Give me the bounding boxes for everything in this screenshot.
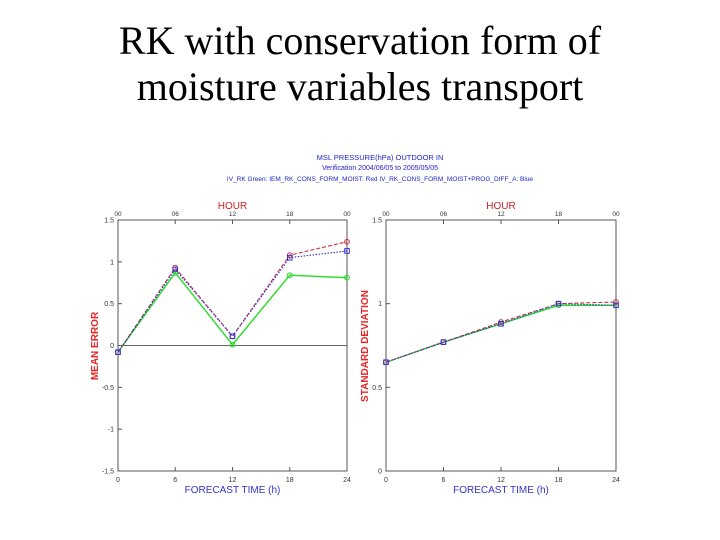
series-point-red (613, 299, 619, 305)
series-point-blue (440, 339, 447, 345)
x-tick-label: 12 (497, 477, 505, 484)
series-line-red (117, 241, 348, 353)
y-tick-label: 0 (378, 469, 382, 476)
series-point-blue (344, 248, 350, 254)
y-axis-label: MEAN ERROR (90, 311, 101, 380)
x-tick-label: 18 (555, 477, 563, 484)
x-tick-label: 18 (286, 477, 294, 484)
top-tick-label: 18 (555, 211, 563, 218)
x-tick-label: 0 (384, 477, 388, 484)
slide-title-line-1: RK with conservation form of (118, 18, 602, 63)
slide-title-line-2: moisture variables transport (136, 64, 584, 109)
series-point-blue (229, 333, 236, 340)
series-point-blue (555, 300, 562, 307)
series-line-blue (117, 250, 348, 353)
y-tick-label: 1 (378, 301, 382, 308)
plot-frame (385, 219, 617, 472)
y-axis-label: STANDARD DEVIATION (360, 290, 371, 402)
y-tick-label: 1.5 (104, 218, 114, 225)
top-tick-label: 12 (229, 211, 237, 218)
series-point-red (344, 238, 350, 245)
top-tick-label: 00 (382, 211, 390, 218)
x-tick-label: 6 (442, 477, 446, 484)
series-point-blue (498, 320, 504, 327)
x-axis-label: FORECAST TIME (h) (453, 485, 549, 496)
top-tick-label: 12 (497, 211, 505, 218)
series-point-blue (383, 359, 389, 366)
top-tick-label: 06 (172, 211, 180, 218)
y-tick-label: -1 (108, 427, 114, 434)
y-tick-label: 0.5 (104, 301, 114, 308)
series-point-blue (172, 266, 179, 273)
series-line-red (385, 301, 617, 363)
figure-header-line-1: MSL PRESSURE(hPa) OUTDOOR IN (317, 153, 444, 162)
mean-error-panel: -1.5-1-0.500.511.5000606121218182400FORE… (90, 201, 351, 496)
x-tick-label: 12 (229, 477, 237, 484)
y-tick-label: 1.5 (372, 218, 382, 225)
x-tick-label: 24 (612, 477, 620, 484)
y-tick-label: -0.5 (102, 385, 114, 392)
x-tick-label: 6 (173, 477, 177, 484)
figure-header-line-2: Verification 2004/06/05 to 2005/05/05 (322, 165, 438, 172)
series-point-blue (286, 254, 293, 261)
x-tick-label: 24 (343, 477, 351, 484)
series-line-green (117, 271, 348, 353)
series-line-green (385, 304, 616, 363)
y-tick-label: 1 (110, 259, 114, 266)
top-tick-label: 00 (114, 211, 122, 218)
top-axis-label: HOUR (218, 201, 247, 212)
series-point-blue (613, 302, 619, 309)
y-tick-label: 0 (110, 343, 114, 350)
x-axis-label: FORECAST TIME (h) (185, 485, 281, 496)
y-tick-label: -1.5 (102, 469, 114, 476)
series-point-green (229, 341, 236, 348)
series-point-green (344, 274, 350, 281)
series-line-blue (385, 303, 617, 363)
x-tick-label: 0 (116, 477, 120, 484)
top-tick-label: 00 (612, 211, 620, 218)
slide-title: RK with conservation form of moisture va… (40, 18, 680, 110)
figure-header-line-3: IV_RK Green: IEM_RK_CONS_FORM_MOIST: Red… (227, 176, 534, 183)
series-point-blue (115, 349, 121, 355)
series-point-green (286, 272, 293, 279)
top-tick-label: 18 (286, 211, 294, 218)
top-axis-label: HOUR (486, 201, 515, 212)
top-tick-label: 00 (343, 211, 351, 218)
y-tick-label: 0.5 (372, 385, 382, 392)
top-tick-label: 06 (440, 211, 448, 218)
